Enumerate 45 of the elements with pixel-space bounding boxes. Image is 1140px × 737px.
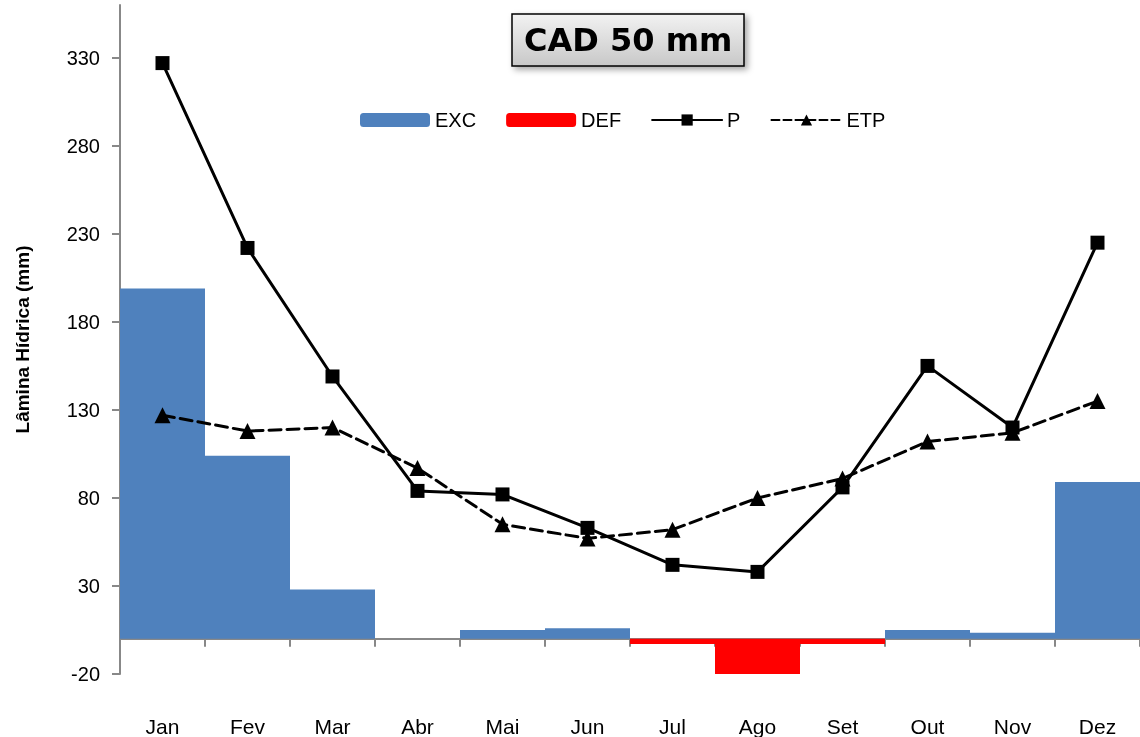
point xyxy=(154,407,171,424)
x-tick-label: Nov xyxy=(993,715,1032,737)
point xyxy=(239,423,256,440)
point xyxy=(919,433,936,450)
point xyxy=(1089,393,1106,410)
y-tick-label: 230 xyxy=(66,222,100,245)
x-tick-label: Dez xyxy=(1078,715,1117,737)
x-tick-label: Set xyxy=(826,715,859,737)
point xyxy=(409,460,426,477)
y-tick-label: 130 xyxy=(66,398,100,421)
x-tick-label: Jan xyxy=(145,715,180,737)
point xyxy=(155,56,170,71)
point xyxy=(750,564,765,579)
x-tick-label: Mai xyxy=(485,715,520,737)
y-tick-label: 330 xyxy=(66,46,100,69)
x-tick-label: Jul xyxy=(659,715,686,737)
point xyxy=(580,520,595,535)
x-tick-label: Jun xyxy=(570,715,605,737)
x-tick-label: Out xyxy=(910,715,945,737)
legend-label: ETP xyxy=(846,109,886,131)
y-tick-label: 180 xyxy=(66,310,100,333)
point xyxy=(1090,235,1105,250)
point xyxy=(834,470,851,487)
point xyxy=(324,419,341,436)
legend-label: P xyxy=(727,109,741,131)
y-tick-label: 280 xyxy=(66,134,100,157)
y-tick-label: -20 xyxy=(71,663,100,685)
legend-label: DEF xyxy=(581,109,622,131)
y-tick-label: 80 xyxy=(77,486,100,509)
x-tick-label: Mar xyxy=(314,715,351,737)
point xyxy=(494,516,511,533)
legend-label: EXC xyxy=(435,109,477,131)
point xyxy=(664,521,681,538)
y-axis-title: Lâmina Hídrica (mm) xyxy=(12,245,33,434)
point xyxy=(495,487,510,502)
point xyxy=(240,240,255,255)
point xyxy=(410,483,425,498)
text: CAD 50 mm xyxy=(524,21,733,59)
y-tick-label: 30 xyxy=(77,574,100,597)
point xyxy=(920,358,935,373)
point xyxy=(665,557,680,572)
x-tick-label: Fev xyxy=(229,715,266,737)
x-tick-label: Abr xyxy=(401,715,434,737)
point xyxy=(749,489,766,506)
point xyxy=(325,369,340,384)
